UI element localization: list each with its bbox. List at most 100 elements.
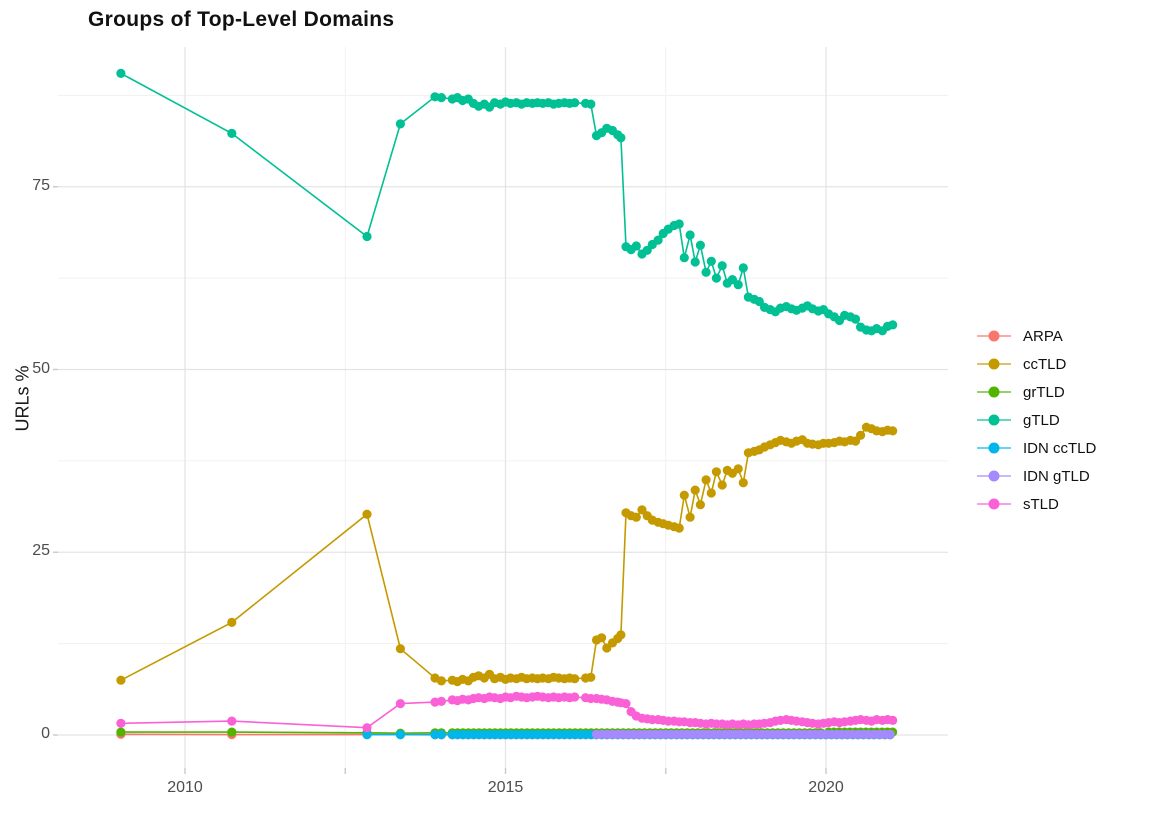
legend-label: grTLD (1023, 383, 1065, 401)
legend-item-idn-cctld: IDN ccTLD (976, 434, 1096, 462)
data-point (695, 500, 706, 510)
x-tick-label: 2020 (808, 779, 844, 796)
data-point (690, 257, 700, 267)
data-point (621, 699, 631, 709)
y-tick-label: 50 (32, 359, 50, 377)
data-point (116, 68, 126, 78)
data-point (701, 267, 711, 277)
grid-major (58, 47, 948, 768)
x-tick-label: 2010 (167, 779, 203, 796)
legend-label: gTLD (1023, 411, 1060, 429)
data-point (395, 730, 405, 740)
y-tick-label: 0 (41, 725, 50, 742)
data-point (116, 718, 126, 728)
legend-key-point (988, 498, 1000, 510)
legend-label: IDN ccTLD (1023, 439, 1097, 457)
data-point (685, 230, 695, 240)
data-point (685, 512, 695, 522)
data-point (706, 256, 716, 266)
data-point (395, 644, 405, 654)
data-point (436, 93, 446, 103)
data-point (436, 676, 446, 686)
legend-key-icon (977, 498, 1011, 510)
data-point (227, 617, 237, 628)
legend-key-icon (977, 414, 1011, 426)
legend-item-grtld: grTLD (976, 378, 1096, 406)
legend-key-point (988, 442, 1000, 454)
legend-label: ccTLD (1023, 355, 1067, 373)
legend-key-point (988, 386, 1000, 398)
grid-minor (58, 47, 948, 768)
data-point (362, 730, 372, 740)
y-tick-label: 75 (32, 176, 50, 194)
data-point (674, 219, 684, 229)
data-point (631, 241, 641, 251)
data-point (885, 729, 895, 739)
data-point (679, 490, 689, 500)
legend-key-icon (977, 330, 1011, 342)
data-point (116, 727, 126, 737)
data-point (616, 133, 626, 143)
series-sTLD (116, 691, 898, 733)
data-point (888, 320, 898, 330)
data-point (653, 235, 663, 245)
chart-title: Groups of Top-Level Domains (88, 8, 395, 31)
legend-label: ARPA (1023, 327, 1063, 345)
data-point (436, 730, 446, 740)
data-point (717, 480, 727, 490)
series-IDN-gTLD (591, 729, 895, 739)
legend-item-stld: sTLD (976, 490, 1096, 518)
data-point (738, 263, 748, 273)
data-point (570, 692, 580, 702)
legend: ARPA ccTLD grTLD gTLD IDN ccTLD IDN gTLD sTLD (976, 322, 1096, 518)
data-point (733, 464, 743, 474)
data-point (362, 231, 372, 242)
data-point (679, 253, 689, 263)
series-gTLD (116, 68, 898, 336)
data-point (701, 475, 711, 485)
data-point (888, 715, 898, 726)
data-point (706, 488, 716, 498)
legend-label: sTLD (1023, 495, 1059, 513)
data-point (436, 696, 446, 707)
legend-key-point (988, 414, 1000, 426)
legend-item-gtld: gTLD (976, 406, 1096, 434)
data-point (586, 99, 596, 109)
series-ccTLD (116, 422, 898, 687)
data-point (888, 426, 898, 436)
data-point (227, 716, 237, 726)
data-point (116, 675, 126, 685)
data-point (362, 509, 372, 519)
legend-label: IDN gTLD (1023, 467, 1090, 485)
data-point (227, 128, 237, 138)
data-point (738, 478, 748, 488)
legend-item-arpa: ARPA (976, 322, 1096, 350)
legend-item-cctld: ccTLD (976, 350, 1096, 378)
data-point (616, 630, 626, 640)
legend-key-icon (977, 386, 1011, 398)
data-point (227, 727, 237, 737)
y-tick-label: 25 (32, 542, 50, 560)
x-tick-label: 2015 (487, 779, 524, 796)
data-point (362, 723, 372, 733)
data-point (570, 98, 580, 108)
data-point (570, 674, 580, 684)
axis-ticks (53, 186, 827, 774)
data-point (674, 523, 684, 533)
data-point (850, 314, 861, 324)
legend-key-point (988, 330, 1000, 342)
data-point (430, 730, 440, 740)
data-point (717, 261, 727, 271)
data-point (733, 280, 743, 290)
data-point (631, 512, 641, 522)
legend-key-icon (977, 358, 1011, 370)
data-point (856, 430, 866, 440)
data-point (586, 672, 596, 682)
data-point (754, 296, 764, 307)
legend-key-icon (977, 442, 1011, 454)
legend-key-icon (977, 470, 1011, 482)
data-point (395, 119, 405, 129)
data-point (395, 699, 405, 709)
data-point (690, 485, 700, 495)
